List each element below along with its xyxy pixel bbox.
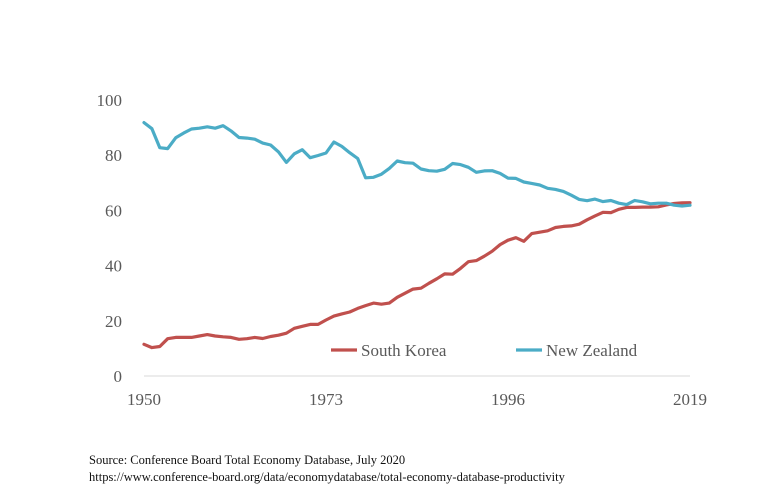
x-tick-label: 1950 bbox=[127, 390, 161, 409]
series-line-south-korea bbox=[142, 201, 692, 350]
x-tick-label: 1973 bbox=[309, 390, 343, 409]
source-citation: Source: Conference Board Total Economy D… bbox=[89, 453, 406, 467]
source-url: https://www.conference-board.org/data/ec… bbox=[89, 470, 565, 484]
y-tick-label: 100 bbox=[97, 91, 123, 110]
series-lines bbox=[142, 120, 692, 350]
x-tick-label: 2019 bbox=[673, 390, 707, 409]
y-tick-label: 40 bbox=[105, 257, 122, 276]
y-tick-label: 0 bbox=[114, 367, 123, 386]
y-axis-ticks: 0 20 40 60 80 100 bbox=[97, 91, 123, 386]
legend-label: South Korea bbox=[361, 341, 447, 360]
y-tick-label: 20 bbox=[105, 312, 122, 331]
line-chart: 0 20 40 60 80 100 1950 1973 1996 2019 South Kore… bbox=[97, 91, 708, 409]
x-tick-label: 1996 bbox=[491, 390, 525, 409]
y-tick-label: 80 bbox=[105, 146, 122, 165]
legend-label: New Zealand bbox=[546, 341, 638, 360]
series-line-new-zealand bbox=[142, 120, 692, 208]
legend: South Korea New Zealand bbox=[331, 341, 638, 360]
x-axis-ticks: 1950 1973 1996 2019 bbox=[127, 390, 707, 409]
y-tick-label: 60 bbox=[105, 201, 122, 220]
